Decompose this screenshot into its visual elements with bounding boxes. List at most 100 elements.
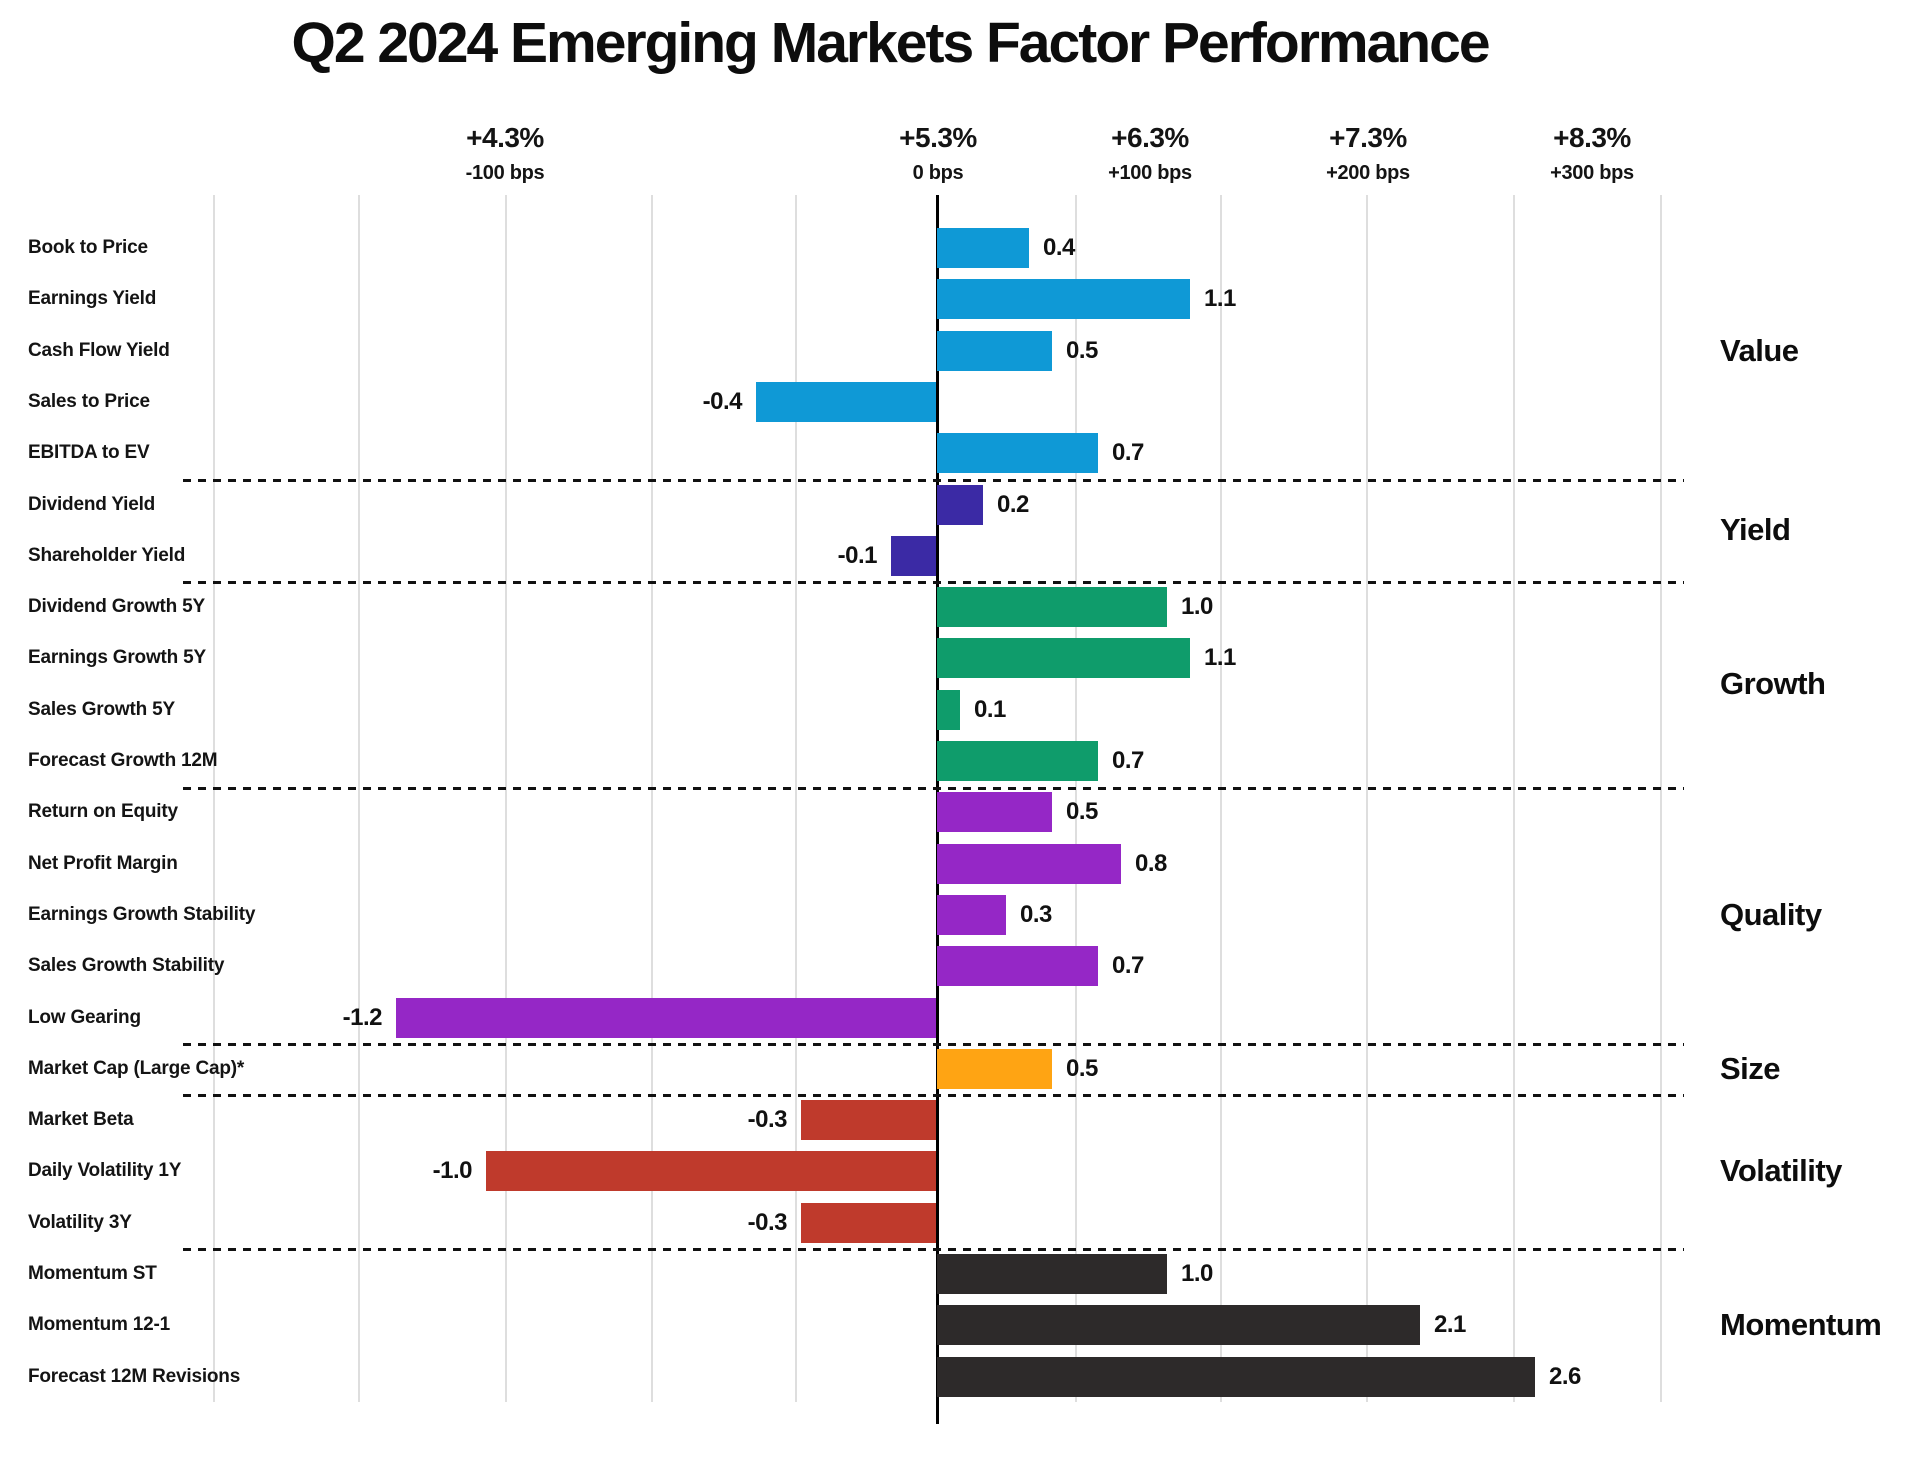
bar-value-label: 0.3 xyxy=(1020,900,1052,928)
factor-bar xyxy=(937,1254,1167,1294)
gridline xyxy=(795,195,797,1402)
gridline xyxy=(358,195,360,1402)
gridline xyxy=(505,195,507,1402)
factor-label: Volatility 3Y xyxy=(28,1211,132,1233)
factor-label: Book to Price xyxy=(28,237,148,258)
factor-bar xyxy=(937,330,1052,371)
factor-label: Net Profit Margin xyxy=(28,852,178,874)
section-label: Value xyxy=(1720,332,1799,368)
section-label: Volatility xyxy=(1720,1153,1842,1189)
bar-value-label: 2.6 xyxy=(1549,1362,1581,1390)
bar-value-label: -0.4 xyxy=(702,387,743,415)
bar-value-label: -0.3 xyxy=(747,1208,788,1236)
axis-tick-return-label: +8.3% xyxy=(1553,122,1631,153)
bar-value-label: 1.0 xyxy=(1181,1260,1213,1287)
factor-label: EBITDA to EV xyxy=(28,442,150,464)
bar-value-label: 0.5 xyxy=(1066,336,1098,364)
factor-bar xyxy=(937,433,1098,474)
axis-tick-return-label: +6.3% xyxy=(1111,122,1189,153)
bar-value-label: 0.5 xyxy=(1066,798,1098,826)
bar-value-label: 1.1 xyxy=(1204,285,1236,313)
axis-tick: +8.3% +300 bps xyxy=(1482,122,1702,185)
factor-bar xyxy=(396,997,936,1038)
factor-bar xyxy=(937,1356,1535,1397)
bar-value-label: 0.4 xyxy=(1043,234,1075,261)
axis-tick-bps-label: +200 bps xyxy=(1326,162,1410,184)
section-label: Growth xyxy=(1720,666,1826,702)
section-divider xyxy=(183,478,1684,482)
factor-bar xyxy=(937,689,960,730)
factor-label: Momentum ST xyxy=(28,1263,157,1284)
factor-bar xyxy=(937,1305,1420,1346)
factor-label: Sales Growth 5Y xyxy=(28,698,175,720)
factor-label: Earnings Growth 5Y xyxy=(28,647,206,669)
axis-tick-bps-label: +300 bps xyxy=(1550,162,1634,184)
factor-bar xyxy=(937,741,1098,781)
factor-label: Forecast Growth 12M xyxy=(28,750,218,771)
gridline xyxy=(1366,195,1368,1402)
bar-value-label: 0.7 xyxy=(1112,747,1144,774)
factor-bar xyxy=(937,792,1052,833)
bar-value-label: 2.1 xyxy=(1434,1311,1466,1339)
factor-bar xyxy=(756,381,936,422)
bar-value-label: -1.2 xyxy=(342,1003,383,1031)
axis-tick-return-label: +7.3% xyxy=(1329,122,1407,153)
factor-label: Forecast 12M Revisions xyxy=(28,1365,241,1387)
section-label: Yield xyxy=(1720,512,1791,548)
section-divider xyxy=(183,786,1684,790)
factor-bar xyxy=(937,1048,1052,1089)
axis-tick: +5.3% 0 bps xyxy=(828,122,1048,185)
factor-label: Market Beta xyxy=(28,1109,134,1131)
factor-label: Return on Equity xyxy=(28,801,178,823)
factor-bar xyxy=(891,535,936,576)
axis-tick: +7.3% +200 bps xyxy=(1258,122,1478,185)
axis-tick: +4.3% -100 bps xyxy=(395,122,615,185)
bar-value-label: 0.8 xyxy=(1135,849,1167,877)
bar-value-label: -1.0 xyxy=(432,1157,473,1185)
axis-tick-bps-label: 0 bps xyxy=(912,162,964,184)
axis-tick-return-label: +4.3% xyxy=(466,122,544,153)
bar-value-label: 0.2 xyxy=(997,490,1029,518)
factor-label: Dividend Yield xyxy=(28,493,156,515)
gridline xyxy=(1660,195,1662,1402)
factor-bar xyxy=(486,1151,936,1192)
gridline xyxy=(1513,195,1515,1402)
factor-bar xyxy=(937,638,1190,679)
gridline xyxy=(1075,195,1077,1402)
factor-label: Earnings Yield xyxy=(28,288,157,310)
section-divider xyxy=(183,1094,1684,1098)
factor-label: Momentum 12-1 xyxy=(28,1314,171,1336)
bar-value-label: -0.1 xyxy=(837,541,878,569)
factor-bar xyxy=(937,843,1121,884)
gridline xyxy=(213,195,215,1402)
bar-value-label: 0.7 xyxy=(1112,952,1144,980)
axis-tick-bps-label: -100 bps xyxy=(465,162,545,184)
bar-value-label: 1.0 xyxy=(1181,593,1213,621)
factor-bar xyxy=(937,946,1098,987)
section-label: Size xyxy=(1720,1050,1781,1086)
axis-tick: +6.3% +100 bps xyxy=(1040,122,1260,185)
factor-label: Sales to Price xyxy=(28,390,150,412)
factor-bar xyxy=(937,587,1167,628)
gridline xyxy=(651,195,653,1402)
bar-value-label: 0.7 xyxy=(1112,439,1144,467)
bar-value-label: 1.1 xyxy=(1204,644,1236,672)
factor-label: Dividend Growth 5Y xyxy=(28,596,205,618)
factor-label: Low Gearing xyxy=(28,1006,141,1028)
factor-bar xyxy=(937,228,1029,268)
section-label: Quality xyxy=(1720,896,1822,932)
factor-bar xyxy=(801,1100,936,1141)
factor-label: Earnings Growth Stability xyxy=(28,903,256,925)
section-divider xyxy=(183,1043,1684,1047)
bar-value-label: 0.1 xyxy=(974,695,1006,723)
gridline xyxy=(1220,195,1222,1402)
factor-label: Shareholder Yield xyxy=(28,544,186,566)
bar-value-label: 0.5 xyxy=(1066,1054,1098,1082)
bar-value-label: -0.3 xyxy=(747,1106,788,1134)
factor-bar xyxy=(937,894,1006,935)
factor-label: Cash Flow Yield xyxy=(28,339,170,361)
factor-bar xyxy=(937,279,1190,320)
axis-tick-bps-label: +100 bps xyxy=(1108,162,1192,184)
chart-title: Q2 2024 Emerging Markets Factor Performa… xyxy=(291,11,1490,75)
